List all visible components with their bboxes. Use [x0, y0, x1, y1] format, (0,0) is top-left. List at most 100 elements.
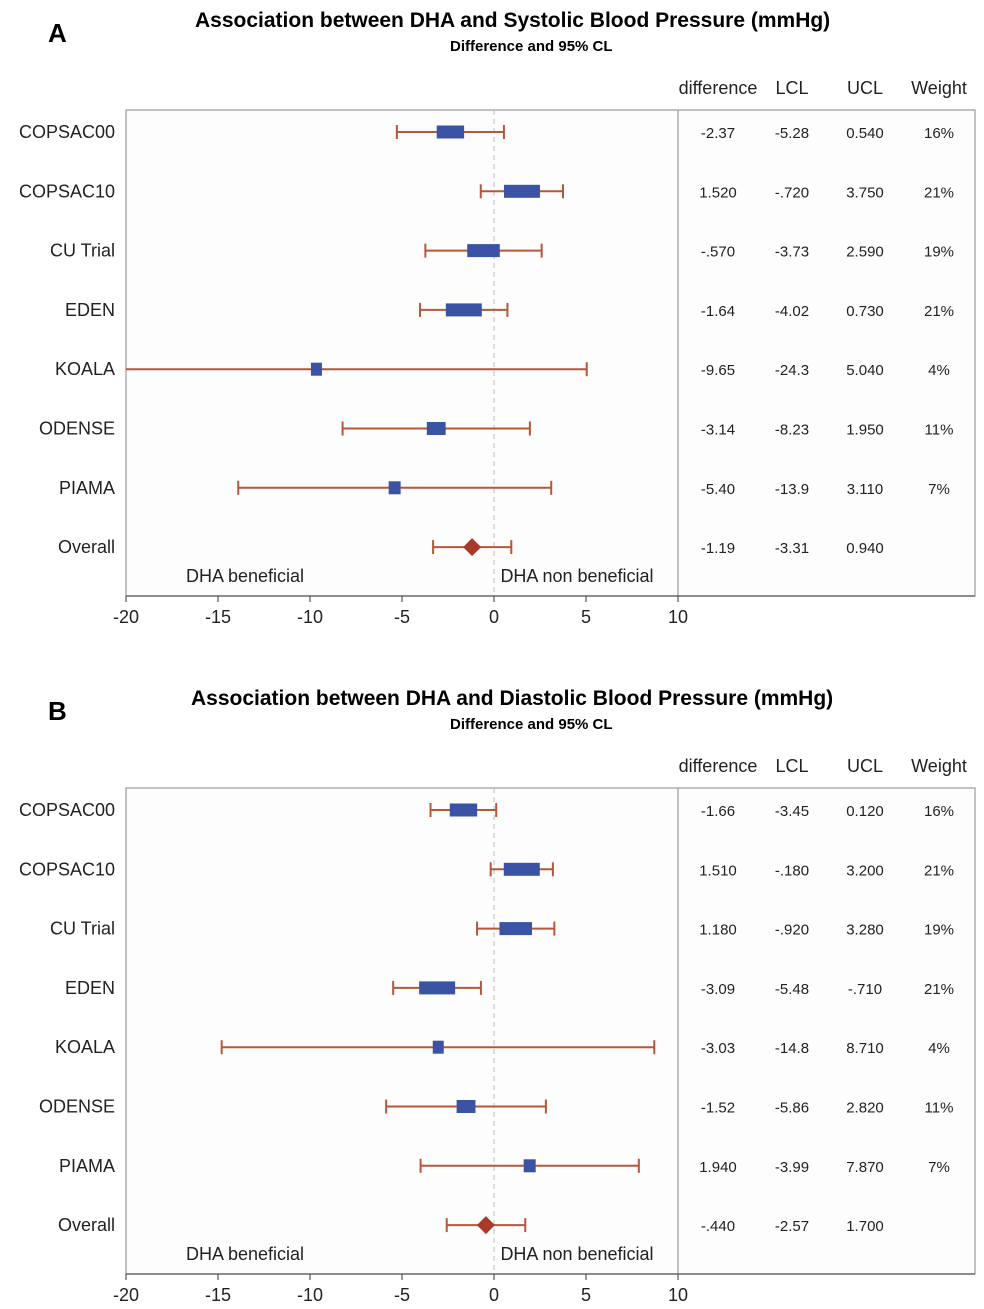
ucl-value: 0.730 [846, 303, 884, 320]
weight-value: 19% [924, 922, 954, 939]
lcl-value: -8.23 [775, 422, 809, 439]
lcl-value: -3.31 [775, 540, 809, 557]
study-label: COPSAC00 [19, 122, 115, 142]
ucl-value: 1.950 [846, 422, 884, 439]
chart-subtitle-b: Difference and 95% CL [450, 716, 613, 733]
difference-value: 1.520 [699, 184, 737, 201]
difference-value: -3.14 [701, 422, 735, 439]
effect-box [436, 125, 465, 139]
x-tick-label: 0 [489, 607, 499, 627]
x-tick-label: 5 [581, 607, 591, 627]
study-label: PIAMA [59, 1156, 115, 1176]
lcl-value: -24.3 [775, 362, 809, 379]
weight-value: 4% [928, 1040, 950, 1057]
effect-box [523, 1159, 536, 1173]
weight-value: 11% [925, 422, 954, 439]
x-tick-label: -5 [394, 607, 410, 627]
overall-diamond [476, 1216, 495, 1235]
effect-box [432, 1040, 444, 1054]
column-header-weight: Weight [911, 756, 967, 776]
difference-value: 1.510 [699, 862, 737, 879]
panel-label-b: B [48, 696, 67, 726]
weight-value: 7% [928, 481, 950, 498]
weight-value: 7% [928, 1159, 950, 1176]
x-tick-label: 10 [668, 607, 688, 627]
ucl-value: 2.820 [846, 1100, 884, 1117]
column-header-weight: Weight [911, 78, 967, 98]
effect-box [456, 1100, 476, 1113]
ucl-value: 3.200 [846, 862, 884, 879]
difference-value: -3.03 [701, 1040, 735, 1057]
study-label: COPSAC00 [19, 800, 115, 820]
effect-box [310, 362, 322, 376]
difference-value: -1.19 [701, 540, 735, 557]
difference-value: -2.37 [701, 125, 735, 142]
ucl-value: 0.120 [846, 803, 884, 820]
annotation-non-beneficial: DHA non beneficial [500, 1244, 653, 1264]
weight-value: 4% [928, 362, 950, 379]
x-tick-label: 10 [668, 1285, 688, 1305]
x-tick-label: -20 [113, 607, 139, 627]
lcl-value: -4.02 [775, 303, 809, 320]
study-label: EDEN [65, 300, 115, 320]
study-label: EDEN [65, 978, 115, 998]
difference-value: 1.180 [699, 922, 737, 939]
weight-value: 11% [925, 1100, 954, 1117]
ucl-value: 3.110 [847, 481, 883, 498]
ucl-value: 3.750 [846, 184, 884, 201]
annotation-beneficial: DHA beneficial [186, 566, 304, 586]
effect-box [388, 481, 401, 495]
lcl-value: -.920 [775, 922, 809, 939]
plot-frame [125, 787, 976, 1275]
weight-value: 21% [924, 981, 954, 998]
lcl-value: -.720 [775, 184, 809, 201]
difference-value: -1.52 [701, 1100, 735, 1117]
weight-value: 21% [924, 303, 954, 320]
difference-value: -1.64 [701, 303, 735, 320]
x-tick-label: -15 [205, 607, 231, 627]
effect-box [503, 862, 540, 876]
lcl-value: -3.99 [775, 1159, 809, 1176]
ucl-value: 1.700 [846, 1218, 884, 1235]
weight-value: 16% [924, 125, 954, 142]
weight-value: 19% [924, 244, 954, 261]
lcl-value: -13.9 [775, 481, 809, 498]
study-label: ODENSE [39, 419, 115, 439]
ucl-value: 7.870 [846, 1159, 884, 1176]
weight-value: 21% [924, 184, 954, 201]
effect-box [419, 981, 456, 995]
difference-value: -.570 [701, 244, 735, 261]
lcl-value: -5.86 [775, 1100, 809, 1117]
overall-diamond [463, 538, 482, 557]
forest-plot-systolic: difference LCL UCL Weight COPSAC00 -2.37 -5.28… [19, 78, 976, 627]
column-header-lcl: LCL [775, 756, 808, 776]
chart-title-b: Association between DHA and Diastolic Bl… [191, 687, 834, 710]
panel-label-a: A [48, 18, 67, 48]
x-tick-label: -5 [394, 1285, 410, 1305]
weight-value: 21% [924, 862, 954, 879]
x-tick-label: -10 [297, 607, 323, 627]
overall-label: Overall [58, 1215, 115, 1235]
ucl-value: 2.590 [846, 244, 884, 261]
study-label: KOALA [55, 1037, 115, 1057]
ucl-value: 0.540 [846, 125, 884, 142]
column-header-ucl: UCL [847, 78, 883, 98]
study-label: ODENSE [39, 1097, 115, 1117]
lcl-value: -5.28 [775, 125, 809, 142]
ucl-value: 3.280 [846, 922, 884, 939]
annotation-beneficial: DHA beneficial [186, 1244, 304, 1264]
annotation-non-beneficial: DHA non beneficial [500, 566, 653, 586]
study-label: COPSAC10 [19, 181, 115, 201]
chart-subtitle-a: Difference and 95% CL [450, 38, 613, 55]
ucl-value: 8.710 [846, 1040, 884, 1057]
study-label: KOALA [55, 359, 115, 379]
lcl-value: -.180 [775, 862, 809, 879]
x-tick-label: 5 [581, 1285, 591, 1305]
column-header-lcl: LCL [775, 78, 808, 98]
effect-box [503, 184, 540, 198]
lcl-value: -5.48 [775, 981, 809, 998]
difference-value: -5.40 [701, 481, 735, 498]
study-label: COPSAC10 [19, 859, 115, 879]
effect-box [449, 803, 478, 817]
overall-label: Overall [58, 537, 115, 557]
